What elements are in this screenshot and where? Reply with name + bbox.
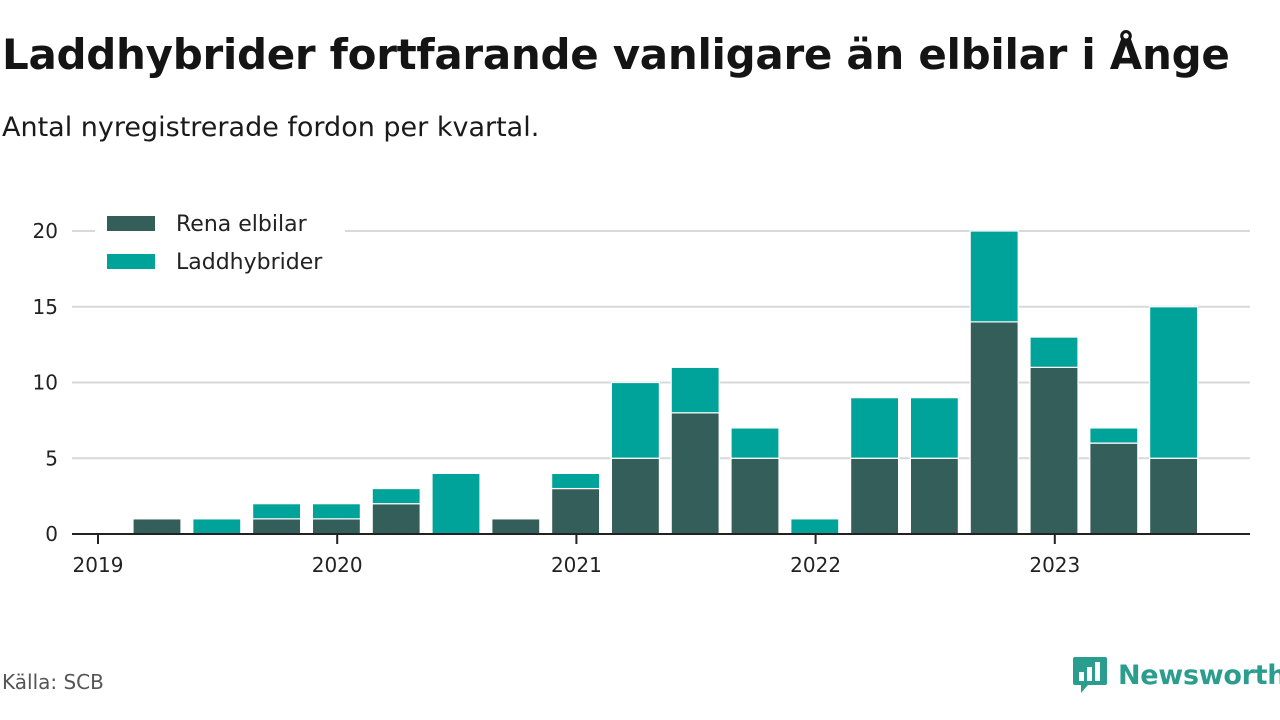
bar-laddhybrider-2021-Q4 — [790, 518, 840, 535]
newsworthy-logo-icon — [1073, 657, 1107, 693]
legend-swatch-laddhybrider — [107, 254, 155, 269]
bar-laddhybrider-2021-Q1 — [610, 381, 661, 459]
newsworthy-logo: Newsworthy — [1072, 655, 1280, 695]
bar-laddhybrider-2023-Q2 — [1148, 306, 1199, 459]
bar-rena-elbilar-2020-Q4 — [550, 487, 601, 535]
bar-rena-elbilar-2020-Q3 — [491, 518, 541, 535]
bar-rena-elbilar-2023-Q2 — [1148, 457, 1199, 535]
bar-laddhybrider-2022-Q4 — [1029, 336, 1079, 368]
legend-swatch-rena-elbilar — [107, 216, 155, 231]
bar-rena-elbilar-2022-Q1 — [849, 457, 900, 535]
y-tick-label: 10 — [33, 371, 58, 395]
x-tick-label: 2022 — [790, 553, 841, 577]
x-tick-label: 2019 — [73, 553, 124, 577]
bar-rena-elbilar-2021-Q2 — [670, 412, 720, 535]
y-tick-label: 0 — [45, 522, 58, 546]
y-tick-label: 15 — [33, 295, 58, 319]
bar-laddhybrider-2019-Q3 — [252, 503, 302, 520]
newsworthy-logo-text: Newsworthy — [1118, 659, 1280, 691]
y-tick-label: 5 — [45, 446, 58, 470]
bar-laddhybrider-2021-Q3 — [730, 427, 780, 459]
bar-rena-elbilar-2021-Q3 — [730, 457, 780, 535]
bar-rena-elbilar-2019-Q4 — [311, 518, 361, 535]
bar-rena-elbilar-2023-Q1 — [1089, 442, 1139, 535]
bar-laddhybrider-2019-Q2 — [192, 518, 242, 535]
bar-rena-elbilar-2019-Q1 — [132, 518, 182, 535]
bar-laddhybrider-2020-Q2 — [431, 472, 481, 535]
bars — [132, 230, 1199, 535]
bar-laddhybrider-2022-Q2 — [909, 397, 960, 459]
legend: Rena elbilar Laddhybrider — [95, 205, 345, 285]
bar-laddhybrider-2023-Q1 — [1089, 427, 1139, 444]
bar-rena-elbilar-2020-Q1 — [371, 503, 421, 535]
source-note: Källa: SCB — [2, 670, 104, 694]
bar-rena-elbilar-2022-Q2 — [909, 457, 960, 535]
stacked-bar-chart: 0 5 10 15 20 2019 2020 2021 2022 2023 Rena elbila… — [32, 205, 1250, 577]
bar-rena-elbilar-2022-Q4 — [1029, 366, 1079, 535]
bar-rena-elbilar-2021-Q1 — [610, 457, 661, 535]
x-tick-label: 2021 — [551, 553, 602, 577]
axes: 0 5 10 15 20 2019 2020 2021 2022 2023 — [33, 219, 1250, 577]
bar-laddhybrider-2021-Q2 — [670, 366, 720, 414]
y-tick-label: 20 — [33, 219, 58, 243]
x-tick-label: 2023 — [1029, 553, 1080, 577]
chart-subtitle: Antal nyregistrerade fordon per kvartal. — [2, 112, 540, 143]
bar-laddhybrider-2022-Q1 — [849, 397, 900, 459]
legend-label-rena-elbilar: Rena elbilar — [176, 212, 308, 237]
chart-title: Laddhybrider fortfarande vanligare än el… — [2, 30, 1230, 79]
bar-laddhybrider-2020-Q4 — [550, 472, 601, 490]
bar-rena-elbilar-2019-Q3 — [252, 518, 302, 535]
x-tick-label: 2020 — [312, 553, 363, 577]
bar-laddhybrider-2019-Q4 — [311, 503, 361, 520]
legend-label-laddhybrider: Laddhybrider — [176, 250, 323, 275]
bar-laddhybrider-2022-Q3 — [969, 230, 1019, 323]
bar-laddhybrider-2020-Q1 — [371, 487, 421, 505]
bar-rena-elbilar-2022-Q3 — [969, 321, 1019, 535]
